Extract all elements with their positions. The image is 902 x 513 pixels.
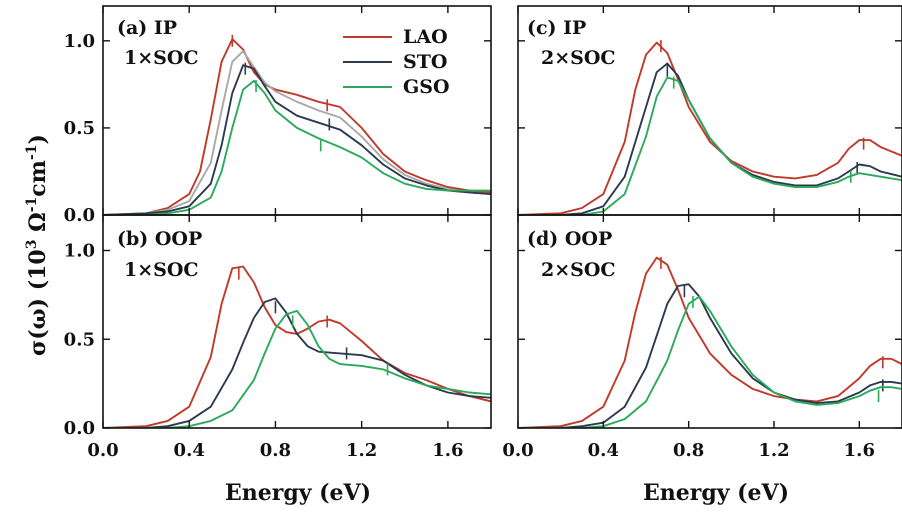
panel-b-x-tick-label-0: 0.0 — [87, 440, 118, 461]
panel-b-x-tick-label-1: 0.4 — [174, 440, 205, 461]
panel-c-lao-curve — [518, 41, 902, 215]
legend-label-sto: STO — [403, 51, 447, 73]
x-axis-title-right: Energy (eV) — [643, 480, 789, 506]
panel-a-unlabeled-curve — [103, 50, 491, 215]
panel-b-x-tick-label-3: 1.2 — [346, 440, 377, 461]
panel-a-y-tick-label-1: 0.5 — [64, 118, 95, 139]
panel-b-frame — [102, 214, 492, 429]
panel-b-y-tick-label-1: 0.5 — [64, 329, 95, 350]
panel-b-lao-curve — [103, 265, 491, 428]
panel-a-curves — [103, 34, 491, 215]
panel-b-label-line2: 1×SOC — [124, 259, 199, 281]
legend-label-gso: GSO — [403, 76, 450, 98]
panel-a-gso-curve — [103, 79, 491, 215]
panel-d-x-tick-label-3: 1.2 — [758, 440, 789, 461]
panel-c-curves — [518, 40, 902, 215]
panel-d-label-line2: 2×SOC — [541, 259, 616, 281]
panel-c-gso-curve — [518, 76, 902, 215]
panel-b: 0.0 0.4 0.8 1.2 1.6 0.0 0.5 1.0 — [64, 214, 492, 461]
panel-a-sto-curve — [103, 64, 491, 215]
panel-d-x-tick-label-0: 0.0 — [502, 440, 533, 461]
panel-b-y-tick-label-0: 0.0 — [64, 418, 95, 439]
panel-b-sto-curve — [103, 297, 491, 428]
panel-a-label-line1: (a) IP — [117, 17, 177, 39]
panel-d-frame — [517, 214, 902, 429]
panel-d-x-tick-label-1: 0.4 — [588, 440, 619, 461]
panel-d-lao-curve — [518, 256, 902, 428]
panel-a-label-line2: 1×SOC — [124, 47, 199, 69]
panel-d: 0.0 0.4 0.8 1.2 1.6 — [502, 214, 902, 461]
panel-b-y-tick-label-2: 1.0 — [64, 241, 95, 262]
legend-label-lao: LAO — [403, 26, 448, 48]
panel-a-y-tick-label-2: 1.0 — [64, 31, 95, 52]
panel-d-curves — [518, 256, 902, 428]
panel-d-x-tick-label-4: 1.6 — [844, 440, 875, 461]
panel-b-curves — [103, 265, 491, 428]
panel-c-label-line1: (c) IP — [527, 17, 586, 39]
x-axis-title-left: Energy (eV) — [225, 480, 371, 506]
y-axis-title: σ(ω) (103 Ω-1cm-1) — [24, 134, 51, 356]
panel-d-x-tick-label-2: 0.8 — [673, 440, 704, 461]
panel-b-x-tick-label-4: 1.6 — [432, 440, 463, 461]
panel-c-label-line2: 2×SOC — [541, 47, 616, 69]
panel-d-label-line1: (d) OOP — [527, 228, 612, 250]
panel-b-label-line1: (b) OOP — [117, 228, 202, 250]
panel-a-y-tick-label-0: 0.0 — [64, 205, 95, 226]
panel-b-gso-curve — [103, 309, 491, 428]
panel-d-sto-curve — [518, 283, 902, 428]
panel-b-x-tick-label-2: 0.8 — [260, 440, 291, 461]
panel-d-gso-curve — [518, 295, 902, 428]
legend: LAO STO GSO — [343, 26, 450, 98]
